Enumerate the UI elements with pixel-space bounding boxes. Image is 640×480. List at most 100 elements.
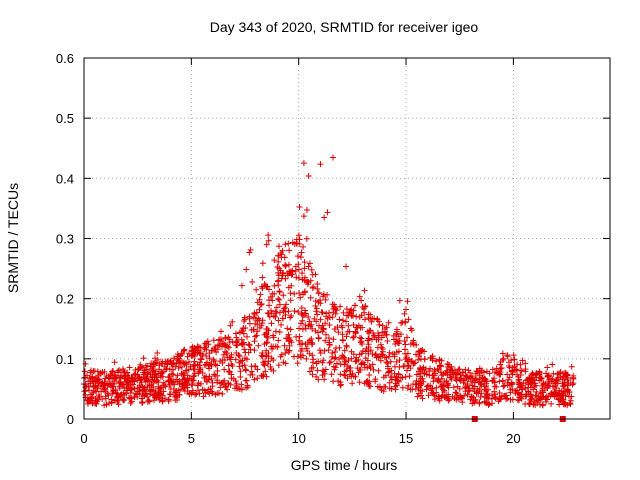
- data-point: [332, 354, 339, 361]
- data-point: [152, 368, 159, 375]
- data-point: [296, 325, 303, 332]
- data-point: [326, 321, 333, 328]
- data-point: [386, 368, 393, 375]
- data-point: [152, 393, 159, 400]
- data-point: [308, 321, 315, 328]
- data-point: [313, 305, 320, 312]
- data-point: [340, 309, 347, 316]
- data-point: [332, 348, 339, 355]
- data-point: [313, 360, 320, 367]
- data-point: [354, 365, 361, 372]
- data-point: [486, 370, 493, 377]
- data-point: [415, 348, 422, 355]
- data-point: [562, 388, 569, 395]
- data-point: [314, 367, 321, 374]
- data-point: [86, 375, 93, 382]
- data-point: [365, 380, 372, 387]
- data-point: [103, 401, 110, 408]
- data-point: [462, 388, 469, 395]
- data-point: [367, 315, 374, 322]
- data-point: [221, 357, 228, 364]
- data-point: [505, 376, 512, 383]
- x-tick-label: 5: [188, 431, 195, 446]
- data-point: [346, 328, 353, 335]
- data-point: [538, 393, 545, 400]
- data-point: [216, 341, 223, 348]
- data-point: [289, 267, 296, 274]
- data-point: [375, 334, 382, 341]
- data-point: [186, 359, 193, 366]
- data-point: [309, 371, 316, 378]
- data-point: [433, 358, 440, 365]
- data-point: [568, 393, 575, 400]
- data-point: [206, 355, 213, 362]
- data-points: [81, 154, 577, 409]
- data-point: [244, 333, 251, 340]
- data-point: [295, 275, 302, 282]
- data-point: [286, 342, 293, 349]
- data-point: [242, 324, 249, 331]
- data-point: [328, 371, 335, 378]
- data-point: [497, 371, 504, 378]
- data-point: [189, 387, 196, 394]
- data-point: [134, 393, 141, 400]
- data-point: [299, 326, 306, 333]
- data-point: [517, 391, 524, 398]
- x-tick-label: 15: [399, 431, 413, 446]
- data-point: [301, 265, 308, 272]
- data-point: [200, 393, 207, 400]
- data-point: [331, 325, 338, 332]
- data-point: [248, 327, 255, 334]
- data-point: [172, 397, 179, 404]
- data-point: [539, 402, 546, 409]
- data-point: [309, 352, 316, 359]
- data-point: [243, 367, 250, 374]
- data-point: [237, 368, 244, 375]
- data-point: [266, 302, 273, 309]
- data-point: [277, 353, 284, 360]
- data-point: [301, 289, 308, 296]
- data-point: [371, 333, 378, 340]
- data-point: [144, 377, 151, 384]
- data-point: [276, 265, 283, 272]
- data-point: [265, 232, 272, 239]
- data-point: [368, 336, 375, 343]
- data-point: [317, 349, 324, 356]
- data-point: [245, 341, 252, 348]
- data-point: [266, 297, 273, 304]
- data-point: [275, 272, 282, 279]
- data-point: [417, 364, 424, 371]
- data-point: [415, 390, 422, 397]
- data-point: [252, 333, 259, 340]
- data-point: [284, 270, 291, 277]
- data-point: [181, 360, 188, 367]
- data-point: [169, 379, 176, 386]
- data-point: [500, 383, 507, 390]
- data-point: [260, 371, 267, 378]
- data-point: [341, 347, 348, 354]
- chart-title: Day 343 of 2020, SRMTID for receiver ige…: [210, 19, 479, 35]
- data-point: [382, 325, 389, 332]
- data-point: [320, 357, 327, 364]
- data-point: [247, 246, 254, 253]
- data-point: [220, 351, 227, 358]
- data-point: [409, 358, 416, 365]
- data-point: [246, 342, 253, 349]
- data-point: [404, 334, 411, 341]
- data-point: [303, 206, 310, 213]
- data-point: [439, 392, 446, 399]
- data-point: [254, 375, 261, 382]
- data-point: [306, 368, 313, 375]
- data-point: [455, 366, 462, 373]
- data-point: [191, 358, 198, 365]
- data-point: [419, 388, 426, 395]
- data-point: [379, 352, 386, 359]
- data-point: [530, 371, 537, 378]
- data-point: [243, 266, 250, 273]
- data-point: [134, 388, 141, 395]
- data-point: [391, 351, 398, 358]
- data-point: [413, 371, 420, 378]
- data-point: [504, 371, 511, 378]
- data-point: [369, 361, 376, 368]
- data-point: [321, 214, 328, 221]
